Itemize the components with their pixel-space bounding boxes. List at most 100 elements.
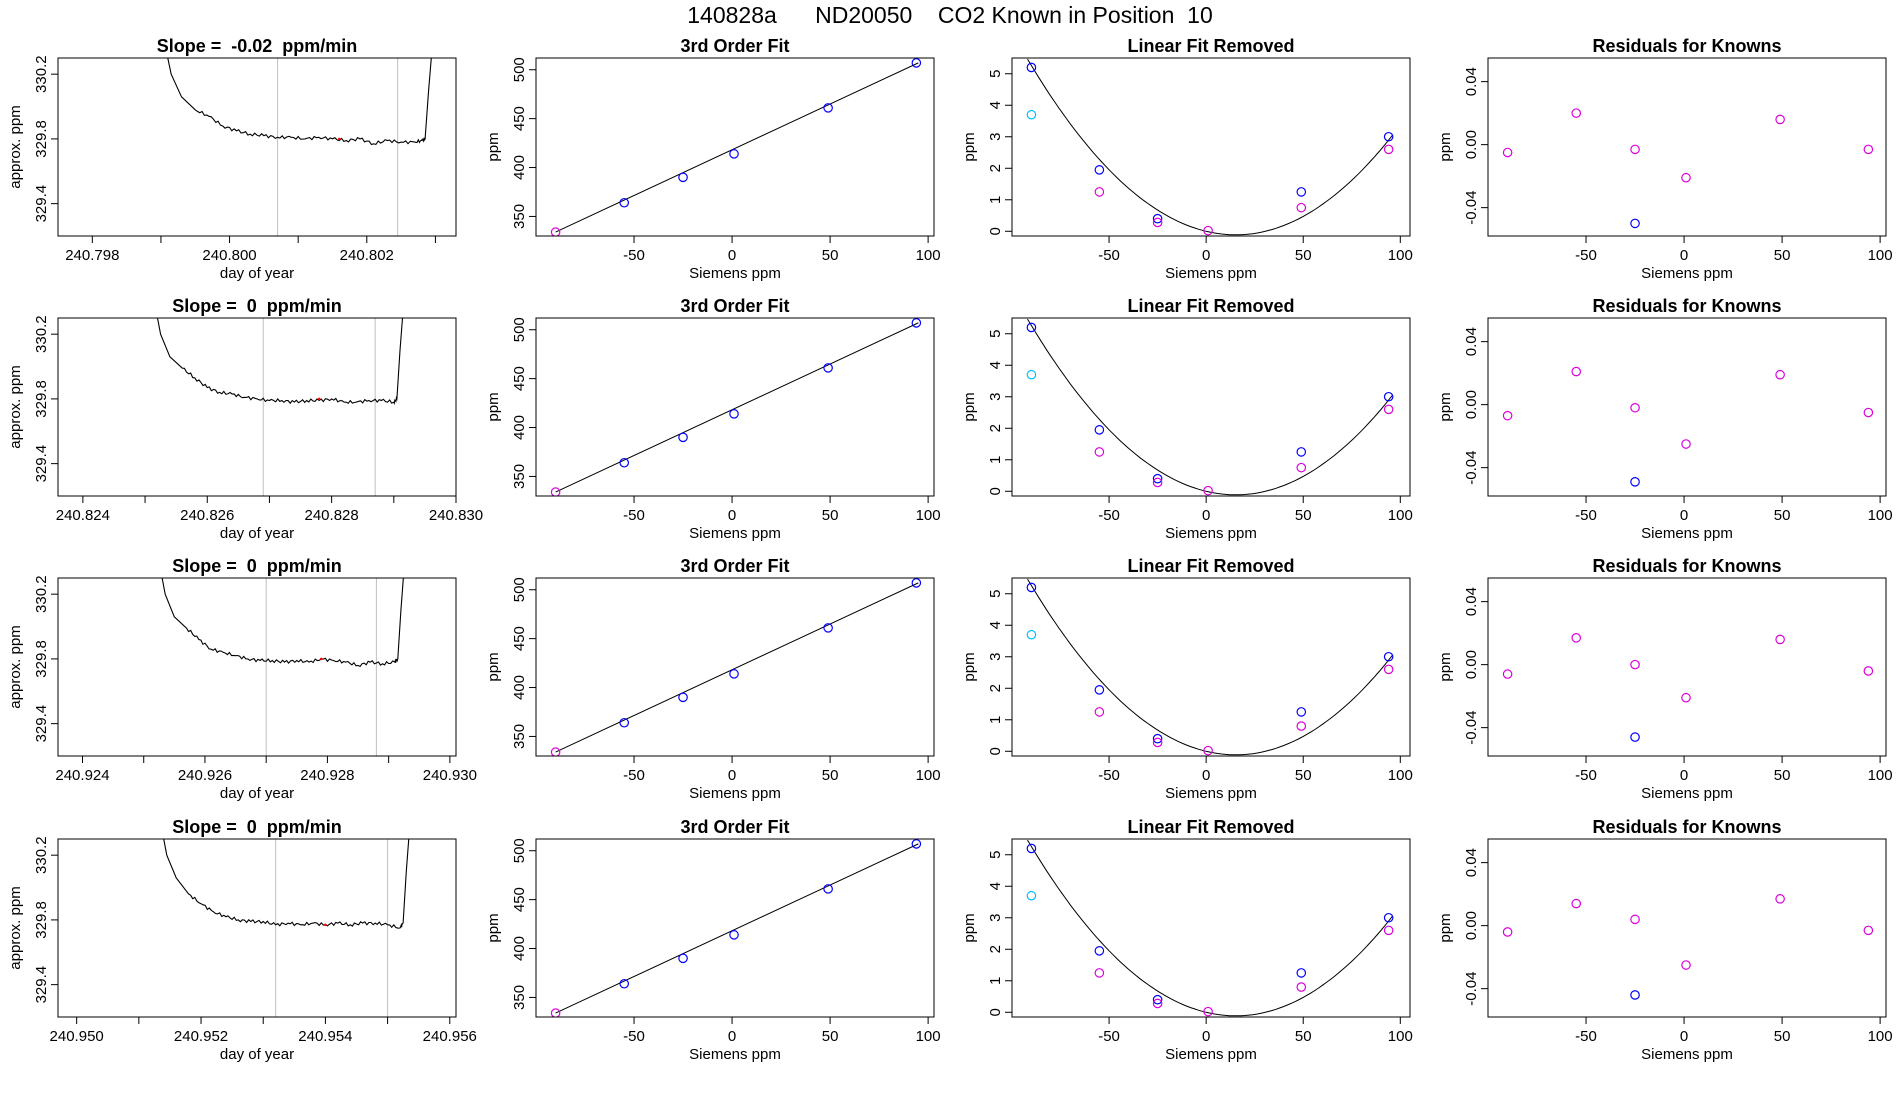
- x-tick-label: 0: [728, 767, 736, 784]
- data-point: [550, 747, 561, 756]
- y-tick-label: 330.2: [33, 315, 50, 353]
- data-point: [1296, 721, 1307, 731]
- panel-title: 3rd Order Fit: [680, 296, 789, 316]
- y-tick-label: 0.00: [1463, 911, 1480, 940]
- y-tick-label: 5: [987, 851, 1004, 859]
- fit-curve: [1027, 318, 1393, 496]
- x-tick-label: 100: [1388, 247, 1413, 264]
- x-tick-label: 50: [1774, 767, 1791, 784]
- x-tick-label: 50: [1774, 507, 1791, 524]
- plot-frame: [535, 577, 935, 757]
- data-point: [1630, 990, 1640, 1000]
- data-point: [1775, 634, 1785, 645]
- panel-title: Slope = 0 ppm/min: [172, 817, 342, 837]
- plot-frame: [57, 57, 457, 237]
- y-tick-label: 0.04: [1463, 848, 1480, 877]
- fit-line: [555, 582, 919, 753]
- mean-point: [338, 137, 341, 141]
- plot-frame: [57, 317, 457, 497]
- y-axis-label: ppm: [1437, 652, 1454, 681]
- data-point: [1152, 998, 1163, 1009]
- y-tick-label: 4: [987, 101, 1004, 109]
- y-tick-label: -0.04: [1463, 972, 1480, 1006]
- y-tick-label: -0.04: [1463, 711, 1480, 745]
- y-tick-label: 500: [511, 577, 528, 602]
- x-tick-label: -50: [623, 247, 645, 264]
- data-point: [1863, 925, 1874, 936]
- data-point: [1630, 144, 1640, 155]
- data-point: [911, 578, 922, 588]
- fit-curve: [1027, 839, 1393, 1017]
- plot-frame: [1011, 57, 1411, 237]
- data-point: [1296, 447, 1307, 457]
- y-tick-label: 450: [511, 626, 528, 651]
- panel-title: Slope = 0 ppm/min: [172, 296, 342, 316]
- y-tick-label: 329.8: [33, 901, 50, 939]
- data-point: [1502, 927, 1513, 937]
- x-axis-label: Siemens ppm: [1165, 525, 1257, 542]
- plot-area: [550, 839, 922, 1017]
- data-point: [1152, 994, 1163, 1005]
- data-point: [678, 432, 688, 443]
- y-tick-label: -0.04: [1463, 191, 1480, 225]
- x-tick-label: 50: [1295, 507, 1312, 524]
- x-tick-label: -50: [623, 767, 645, 784]
- x-axis-label: Siemens ppm: [689, 265, 781, 282]
- x-tick-label: 50: [822, 507, 839, 524]
- x-tick-label: 100: [916, 1028, 941, 1045]
- data-point: [619, 717, 630, 728]
- concentration-trace: [156, 318, 404, 406]
- x-axis-label: Siemens ppm: [1165, 1046, 1257, 1063]
- plot-frame: [1487, 838, 1887, 1018]
- panel-title: 3rd Order Fit: [680, 817, 789, 837]
- y-tick-label: 329.8: [33, 640, 50, 678]
- data-point: [1630, 402, 1640, 413]
- x-tick-label: 240.956: [423, 1028, 477, 1045]
- plot-area: [1502, 633, 1874, 742]
- data-point: [1026, 322, 1037, 333]
- data-point: [1630, 218, 1640, 229]
- x-axis-label: Siemens ppm: [1641, 525, 1733, 542]
- y-tick-label: 0: [987, 747, 1004, 755]
- data-point: [729, 409, 739, 419]
- x-tick-label: 240.928: [300, 767, 354, 784]
- y-tick-label: 500: [511, 838, 528, 863]
- data-point: [1296, 202, 1307, 213]
- y-tick-label: 0.00: [1463, 650, 1480, 679]
- x-tick-label: 240.826: [180, 507, 234, 524]
- panel-title: Residuals for Knowns: [1592, 556, 1781, 576]
- data-point: [1152, 213, 1163, 224]
- y-axis-label: ppm: [485, 132, 502, 161]
- data-point: [1502, 410, 1513, 421]
- plot-area: [1502, 894, 1874, 1000]
- x-tick-label: 240.824: [56, 507, 110, 524]
- data-point: [619, 197, 630, 208]
- y-tick-label: 2: [987, 424, 1004, 432]
- data-point: [678, 172, 688, 183]
- data-point: [1383, 912, 1394, 923]
- data-point: [1152, 733, 1163, 744]
- x-axis-label: Siemens ppm: [1641, 265, 1733, 282]
- y-tick-label: 329.8: [33, 380, 50, 418]
- y-tick-label: 2: [987, 945, 1004, 953]
- y-tick-label: 450: [511, 366, 528, 391]
- panel-title: Residuals for Knowns: [1592, 36, 1781, 56]
- y-axis-label: ppm: [961, 392, 978, 421]
- y-tick-label: 0.04: [1463, 587, 1480, 616]
- y-tick-label: 0.00: [1463, 390, 1480, 419]
- panel-3-2: Linear Fit Removed -50 0 50 100 0 1 2 3 4 5 Siemens…: [961, 817, 1413, 1063]
- data-point: [1026, 582, 1037, 593]
- y-axis-label: ppm: [1437, 132, 1454, 161]
- data-point: [1863, 666, 1874, 676]
- y-axis-label: ppm: [1437, 392, 1454, 421]
- y-axis-label: approx. ppm: [7, 625, 24, 708]
- y-axis-label: ppm: [961, 913, 978, 942]
- data-point: [1296, 187, 1307, 197]
- data-point: [1026, 843, 1037, 854]
- data-point: [1630, 732, 1640, 742]
- data-point: [1681, 960, 1691, 970]
- data-point: [1296, 462, 1307, 473]
- data-point: [1026, 629, 1037, 640]
- y-tick-label: 4: [987, 621, 1004, 629]
- y-tick-label: 400: [511, 155, 528, 180]
